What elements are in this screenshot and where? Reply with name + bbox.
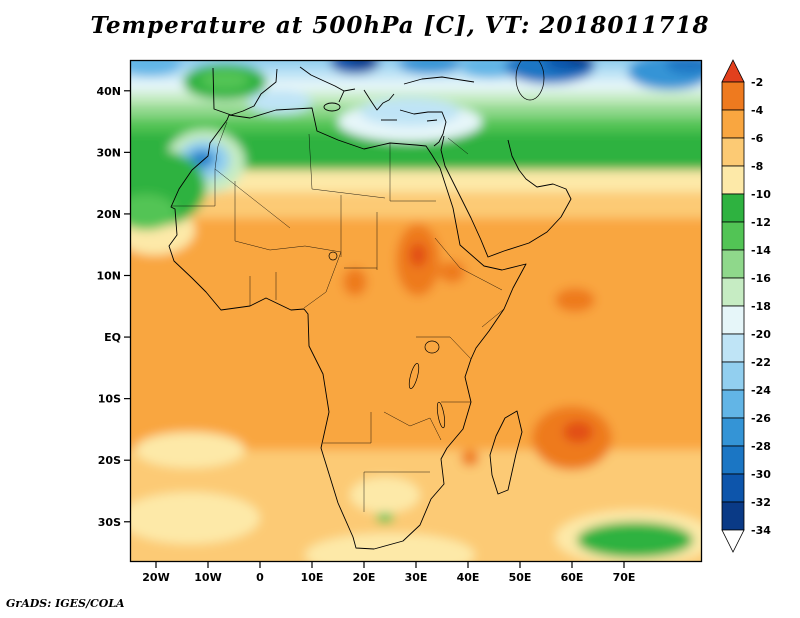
africa-coastline [168,107,527,550]
x-tick-label: 70E [613,571,636,584]
y-tick-label: 30S [98,516,121,529]
colorbar-box [721,193,745,223]
colorbar-label: -14 [751,244,771,257]
y-tick-label: 40N [96,85,121,98]
colorbar-label: -6 [751,132,764,145]
country-borders [171,121,505,512]
colorbar-label: -28 [751,440,771,453]
x-tick-label: 10E [301,571,324,584]
caspian-sea-outline [515,60,545,101]
x-tick-label: 40E [457,571,480,584]
greece-coastline [363,89,395,111]
colorbar-up-arrow [721,59,745,83]
x-tick-label: 50E [509,571,532,584]
temperature-map-svg: 20W 10W 0 10E 20E 30E 40E 50E 60E 70E 40N 30N 20N 10… [96,59,703,584]
iberia-coastline [212,67,278,116]
colorbar-label: -30 [751,468,771,481]
colorbar-box [721,305,745,335]
colorbar-label: -18 [751,300,771,313]
grads-stamp: GrADS: IGES/COLA [6,597,125,610]
chart-title: Temperature at 500hPa [C], VT: 201801171… [90,12,710,39]
y-tick-label: 10N [96,269,121,282]
plot-frame [129,59,703,563]
x-tick-label: 0 [256,571,264,584]
colorbar-label: -8 [751,160,763,173]
y-tick-label: 10S [98,393,121,406]
colorbar-box [721,389,745,419]
arabia-coastline [440,135,572,258]
colorbar-box [721,221,745,251]
colorbar-label: -10 [751,188,771,201]
colorbar-box [721,361,745,391]
colorbar-label: -24 [751,384,771,397]
x-tick-label: 30E [405,571,428,584]
colorbar-box [721,417,745,447]
lake-chad [328,251,338,261]
black-sea-coastline [403,76,475,85]
colorbar-box [721,109,745,139]
colorbar-label: -20 [751,328,771,341]
colorbar-box [721,137,745,167]
levant-turkey-coastline [399,109,447,147]
cyprus-coastline [426,119,438,122]
colorbar-label: -22 [751,356,771,369]
colorbar: -2 -4 -6 -8 -10 -12 -14 -16 -18 -20 -22 -24 -26 -28 -3… [720,58,800,560]
colorbar-box [721,445,745,475]
temperature-shading [130,60,702,562]
lake-malawi [436,401,446,429]
colorbar-label: -4 [751,104,764,117]
colorbar-label: -2 [751,76,763,89]
y-tick-label: EQ [104,331,121,344]
x-axis: 20W 10W 0 10E 20E 30E 40E 50E 60E 70E [142,562,635,584]
x-tick-label: 20W [142,571,169,584]
colorbar-label: -34 [751,524,771,537]
x-tick-label: 20E [353,571,376,584]
y-axis: 40N 30N 20N 10N EQ 10S 20S 30S [96,85,130,529]
colorbar-box [721,81,745,111]
colorbar-box [721,333,745,363]
italy-coastline [299,66,356,103]
colorbar-box [721,165,745,195]
sicily-coastline [323,102,341,112]
colorbar-label: -32 [751,496,771,509]
colorbar-label: -16 [751,272,771,285]
y-tick-label: 20S [98,454,121,467]
colorbar-label: -26 [751,412,771,425]
colorbar-box [721,501,745,531]
colorbar-label: -12 [751,216,771,229]
y-tick-label: 20N [96,208,121,221]
y-tick-label: 30N [96,146,121,159]
madagascar-coastline [489,410,523,495]
lake-tanganyika [408,363,420,389]
x-tick-label: 60E [561,571,584,584]
colorbar-svg: -2 -4 -6 -8 -10 -12 -14 -16 -18 -20 -22 -24 -26 -28 -3… [721,59,771,553]
colorbar-box [721,277,745,307]
lake-victoria [424,340,440,354]
x-tick-label: 10W [194,571,221,584]
colorbar-box [721,473,745,503]
colorbar-box [721,249,745,279]
colorbar-down-arrow [721,529,745,553]
